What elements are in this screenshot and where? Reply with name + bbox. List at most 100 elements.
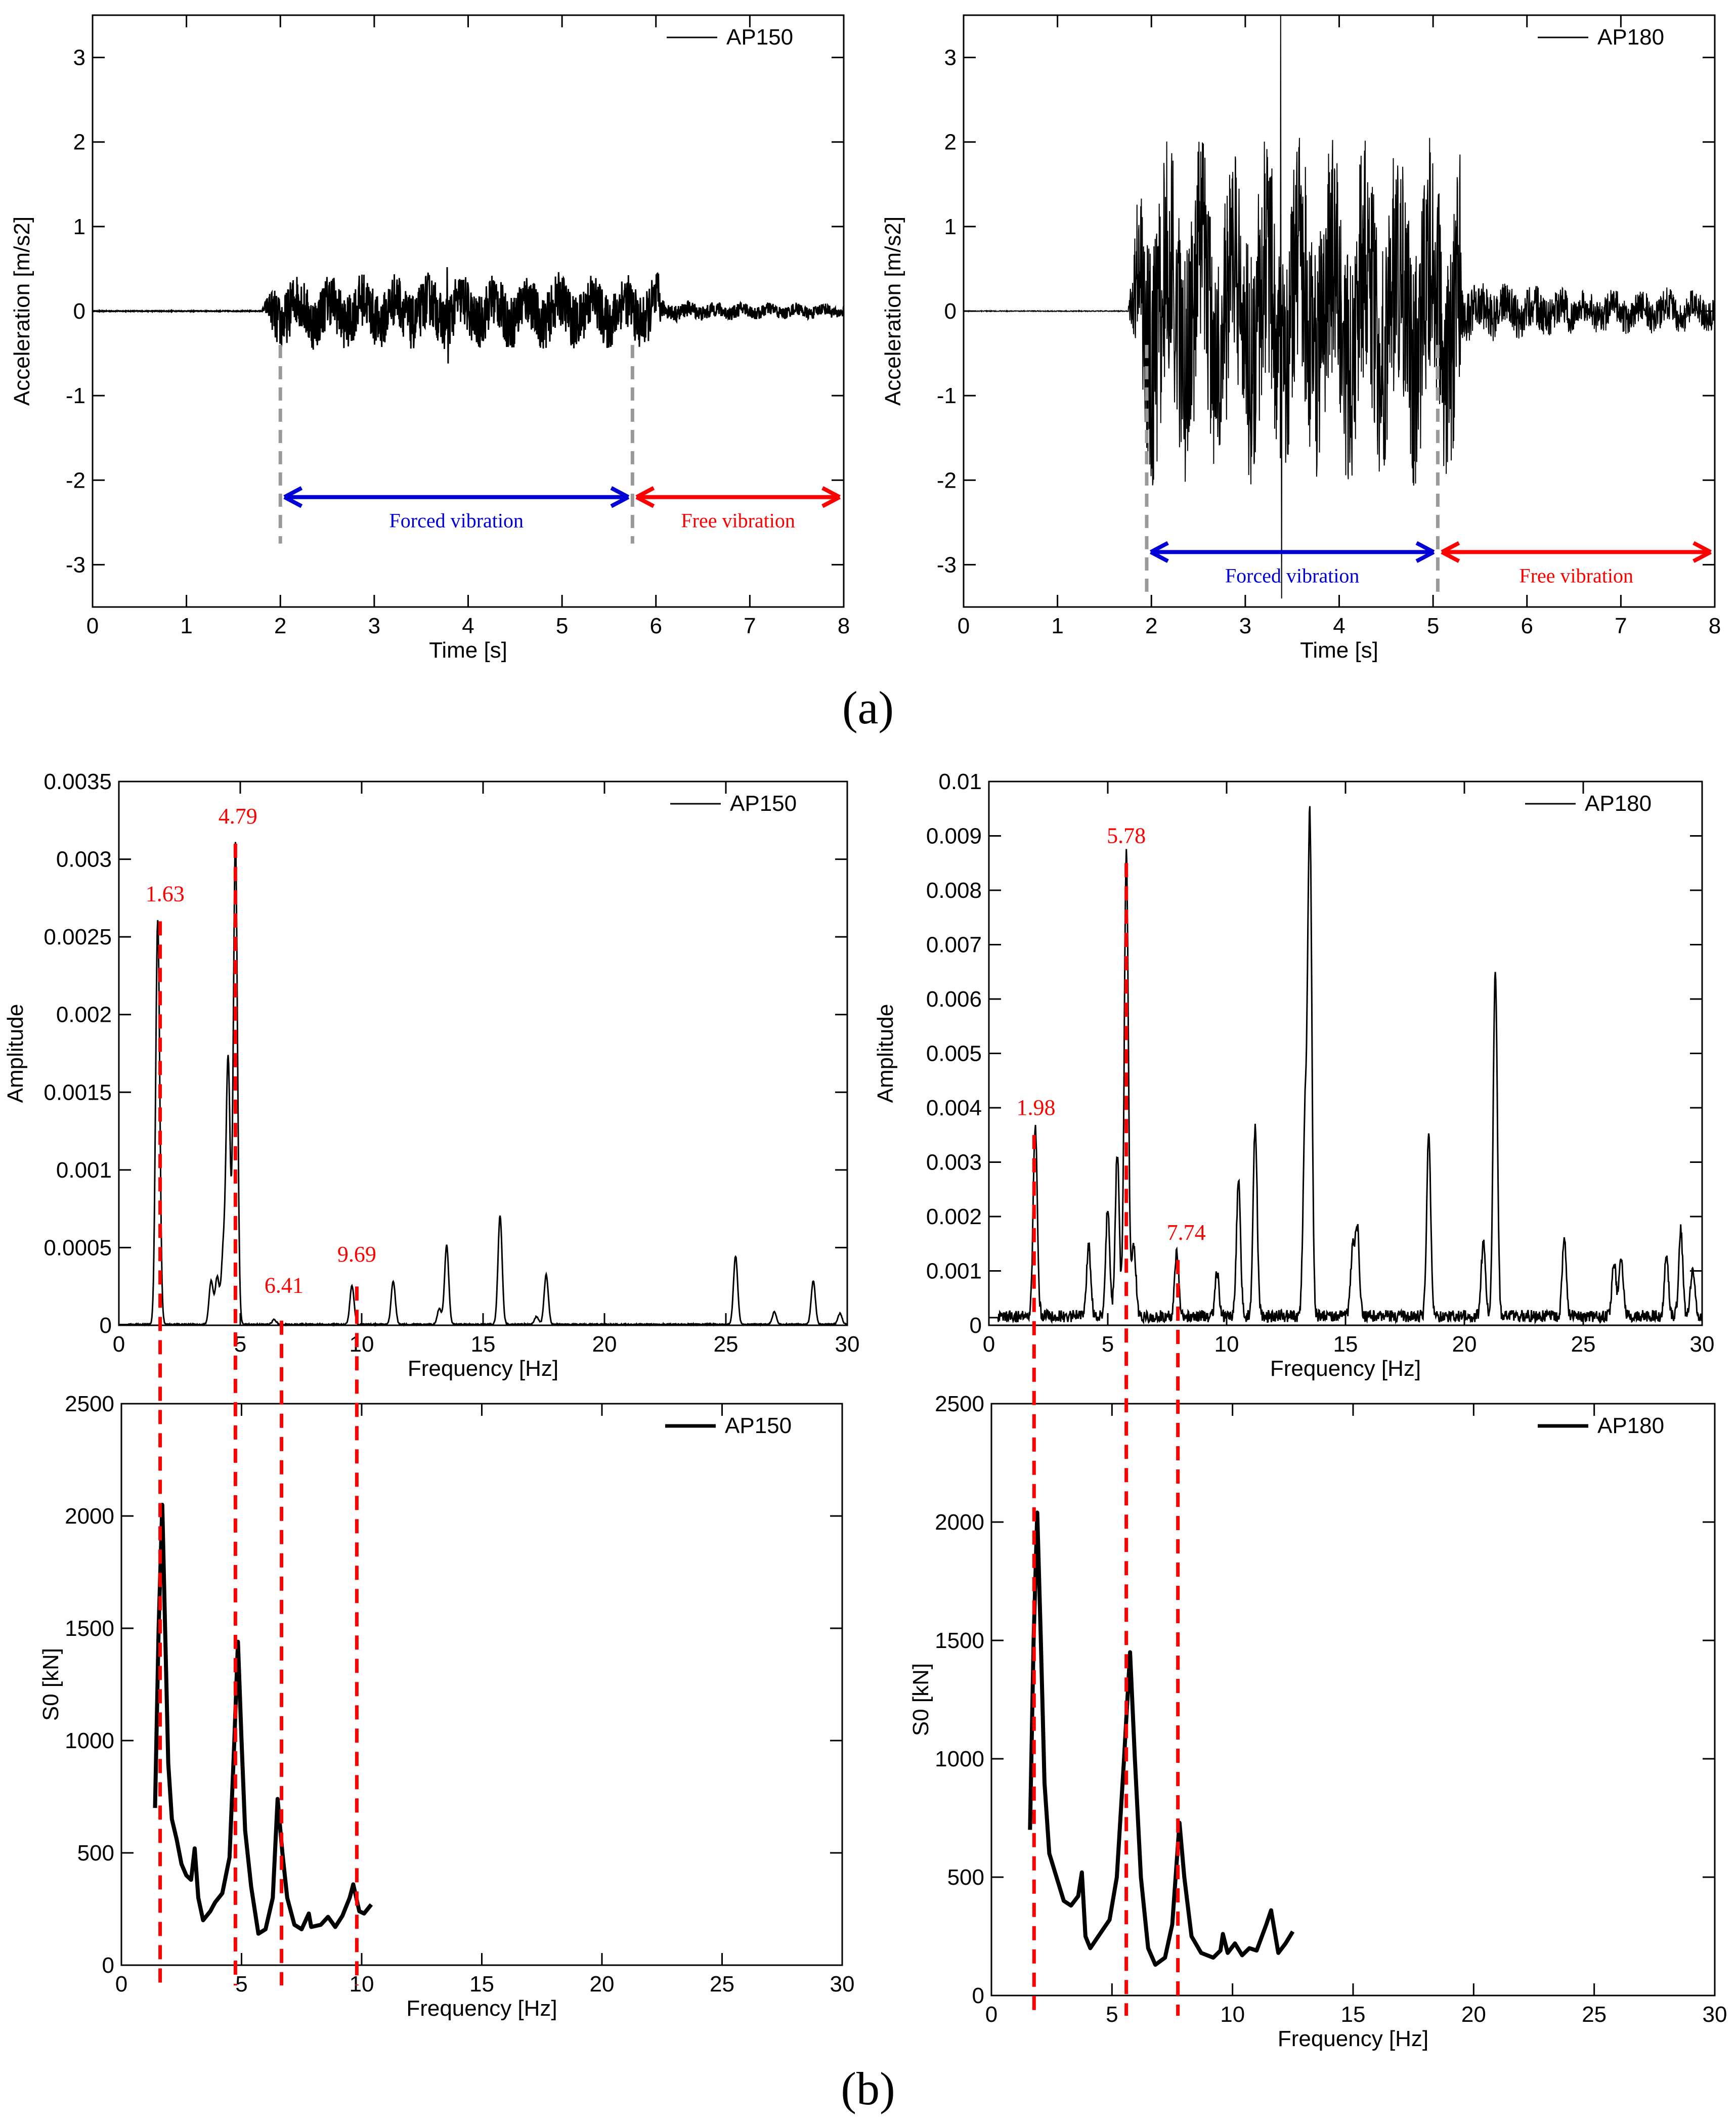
y-tick-label: 1000	[65, 1728, 114, 1753]
y-tick-label: 0	[100, 1313, 112, 1338]
y-tick-label: 1	[944, 214, 957, 239]
x-tick-label: 20	[1461, 2002, 1486, 2027]
y-tick-label: 1	[73, 214, 85, 239]
x-tick-label: 3	[1239, 614, 1251, 638]
x-axis-label: Frequency [Hz]	[1278, 2026, 1428, 2051]
y-tick-label: 0.002	[926, 1204, 982, 1229]
arrow-head-right	[1692, 541, 1712, 563]
x-axis-label: Frequency [Hz]	[1270, 1356, 1421, 1381]
x-axis-label: Time [s]	[429, 638, 507, 663]
x-tick-label: 5	[1427, 614, 1439, 638]
figure-label-b: (b)	[841, 2063, 895, 2114]
cross-panel-guide-lines	[158, 843, 1180, 2016]
arrow-head-right	[610, 486, 630, 508]
y-tick-label: 500	[77, 1841, 114, 1866]
x-axis-label: Frequency [Hz]	[408, 1356, 558, 1381]
x-tick-label: 5	[1102, 1332, 1114, 1357]
span-label: Forced vibration	[1225, 564, 1360, 587]
amplitude-spectrum-ap180: 0 5 10 15 20 25 30 0 0.001 0.002 0.003 0.004 0.005 0.…	[873, 769, 1714, 1381]
s0-spectrum-ap180: 0 5 10 15 20 25 30 0 500 1000 1500 2000 2500 Frequenc…	[908, 1392, 1727, 2051]
x-tick-label: 20	[1452, 1332, 1477, 1357]
y-axis-label: Amplitude	[3, 1004, 28, 1103]
y-tick-label: 0.0025	[44, 925, 112, 949]
y-tick-label: -2	[66, 468, 85, 493]
y-tick-label: -3	[66, 552, 85, 577]
arrow-head-left	[635, 486, 655, 508]
x-tick-label: 7	[744, 614, 756, 638]
legend-label: AP150	[725, 1413, 792, 1438]
y-tick-label: -2	[937, 468, 957, 493]
x-tick-label: 30	[1690, 1332, 1715, 1357]
x-tick-label: 30	[835, 1332, 860, 1357]
y-tick-label: 0.006	[926, 987, 982, 1012]
legend-label: AP180	[1585, 791, 1652, 816]
acceleration-plot-ap150: 0 1 2 3 4 5 6 7 8 -3 -2 -1 0 1 2 3 Time [s] Acceleration …	[10, 14, 850, 663]
x-tick-label: 0	[115, 1972, 127, 1997]
x-tick-label: 1	[1051, 614, 1063, 638]
peak-label: 6.41	[265, 1273, 303, 1297]
arrow-head-left	[1441, 541, 1460, 563]
y-tick-label: 0.0035	[44, 769, 112, 794]
y-tick-label: 0.003	[56, 847, 112, 872]
axes-frame	[990, 1403, 1716, 1997]
x-tick-label: 0	[113, 1332, 125, 1357]
y-tick-label: 0	[73, 299, 85, 324]
y-tick-label: 0.01	[938, 769, 982, 794]
y-tick-label: 0.001	[56, 1158, 112, 1183]
y-tick-label: 2000	[65, 1504, 114, 1529]
x-tick-label: 4	[1333, 614, 1345, 638]
y-tick-label: 2500	[65, 1392, 114, 1416]
x-tick-label: 25	[1582, 2002, 1607, 2027]
arrow-head-left	[1150, 541, 1169, 563]
amplitude-spectrum-ap150: 0 5 10 15 20 25 3000.00050.0010.00150.0020.002…	[3, 769, 859, 1381]
legend-label: AP180	[1597, 25, 1664, 50]
x-tick-label: 6	[650, 614, 662, 638]
x-tick-label: 10	[1220, 2002, 1245, 2027]
y-tick-label: 0.002	[56, 1003, 112, 1027]
x-tick-label: 5	[235, 1972, 247, 1997]
x-tick-label: 7	[1615, 614, 1627, 638]
spectrum-line	[989, 806, 1703, 1325]
span-label: Free vibration	[681, 509, 795, 532]
y-tick-label: 2	[73, 130, 85, 155]
x-tick-label: 10	[350, 1332, 374, 1357]
peak-label: 4.79	[219, 804, 257, 829]
arrow-head-right	[1415, 541, 1435, 563]
x-tick-label: 25	[710, 1972, 734, 1997]
x-tick-label: 1	[180, 614, 192, 638]
peak-label: 1.98	[1017, 1095, 1056, 1120]
x-tick-label: 2	[274, 614, 286, 638]
y-tick-label: 0.0005	[44, 1235, 112, 1260]
y-tick-label: 0	[972, 1983, 984, 2008]
y-tick-label: -3	[937, 552, 957, 577]
x-tick-label: 20	[592, 1332, 617, 1357]
y-tick-label: 1000	[935, 1747, 984, 1771]
peak-label: 7.74	[1167, 1220, 1206, 1245]
y-axis-label: S0 [kN]	[38, 1648, 63, 1721]
y-tick-label: 500	[947, 1865, 984, 1890]
y-tick-label: 0.003	[926, 1150, 982, 1175]
peak-label: 5.78	[1107, 823, 1146, 848]
figure-label-a: (a)	[842, 682, 894, 733]
span-label: Forced vibration	[389, 509, 524, 532]
y-tick-label: 0	[970, 1313, 982, 1338]
spectrum-line	[119, 842, 848, 1327]
y-axis-label: Acceleration [m/s2]	[10, 216, 34, 406]
x-tick-label: 15	[1333, 1332, 1358, 1357]
peak-label: 1.63	[146, 881, 185, 906]
x-tick-label: 10	[350, 1972, 374, 1997]
legend-label: AP180	[1597, 1413, 1664, 1438]
peak-label: 9.69	[337, 1242, 376, 1267]
signal-line	[964, 15, 1715, 599]
s0-line	[1028, 1510, 1295, 1967]
x-tick-label: 15	[469, 1972, 494, 1997]
x-tick-label: 25	[714, 1332, 739, 1357]
x-tick-label: 6	[1521, 614, 1533, 638]
x-tick-label: 10	[1214, 1332, 1239, 1357]
acceleration-plot-ap180: 0 1 2 3 4 5 6 7 8 -3 -2 -1 0 1 2 3 Time [s] Acceleration …	[881, 14, 1721, 663]
y-tick-label: 2000	[935, 1510, 984, 1535]
x-tick-label: 0	[983, 1332, 995, 1357]
y-tick-label: 1500	[65, 1616, 114, 1641]
y-tick-label: 2500	[935, 1392, 984, 1416]
y-tick-label: 0.009	[926, 824, 982, 849]
